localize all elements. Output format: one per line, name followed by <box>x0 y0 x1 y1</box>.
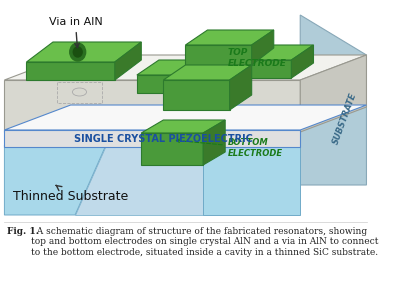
Polygon shape <box>141 133 203 165</box>
Polygon shape <box>252 30 274 65</box>
Polygon shape <box>137 75 203 93</box>
Polygon shape <box>203 120 225 165</box>
Polygon shape <box>300 15 367 185</box>
Polygon shape <box>26 42 141 62</box>
Polygon shape <box>5 145 106 215</box>
Polygon shape <box>186 30 274 45</box>
Polygon shape <box>5 105 367 130</box>
Polygon shape <box>300 55 367 132</box>
Text: Thinned Substrate: Thinned Substrate <box>13 185 129 203</box>
Polygon shape <box>141 120 225 133</box>
Circle shape <box>74 47 82 57</box>
Text: SINGLE CRYSTAL PIEZOELECTRIC: SINGLE CRYSTAL PIEZOELECTRIC <box>74 134 253 144</box>
Polygon shape <box>230 60 291 78</box>
Circle shape <box>70 43 86 61</box>
Polygon shape <box>75 145 203 215</box>
Polygon shape <box>137 60 225 75</box>
Polygon shape <box>5 55 367 80</box>
Polygon shape <box>291 45 313 78</box>
Polygon shape <box>26 62 115 80</box>
Polygon shape <box>163 65 252 80</box>
Polygon shape <box>203 145 300 215</box>
Polygon shape <box>163 80 230 110</box>
Text: TOP
ELECTRODE: TOP ELECTRODE <box>228 48 287 68</box>
Polygon shape <box>186 45 252 65</box>
Polygon shape <box>5 80 300 132</box>
Polygon shape <box>203 60 225 93</box>
Text: A schematic diagram of structure of the fabricated resonators, showing
top and b: A schematic diagram of structure of the … <box>31 227 378 257</box>
Text: Fig. 1.: Fig. 1. <box>7 227 39 236</box>
Polygon shape <box>230 65 252 110</box>
Text: BOTTOM
ELECTRODE: BOTTOM ELECTRODE <box>176 138 283 158</box>
Polygon shape <box>230 45 313 60</box>
Polygon shape <box>5 130 300 147</box>
Text: Via in AlN: Via in AlN <box>49 17 102 48</box>
Text: SUBSTRATE: SUBSTRATE <box>331 91 358 145</box>
Polygon shape <box>115 42 141 80</box>
